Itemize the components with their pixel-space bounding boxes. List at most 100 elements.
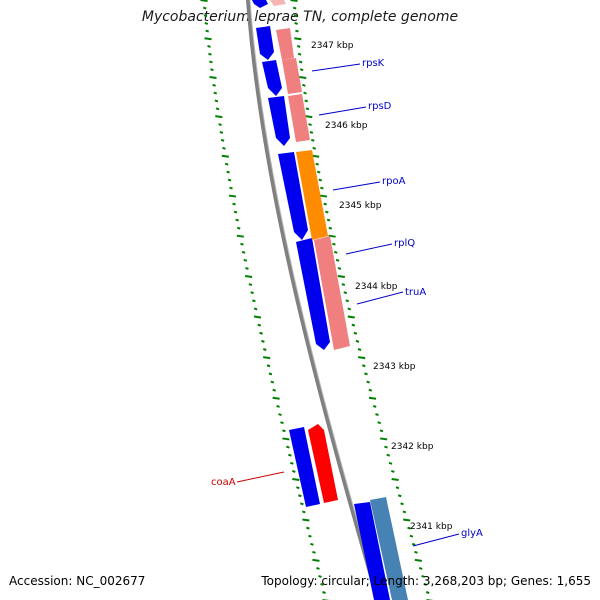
minor-tick [364,372,368,376]
minor-tick [229,186,233,190]
minor-tick [302,510,306,514]
gene-arrow [270,0,286,6]
minor-tick [224,162,229,166]
minor-tick [292,6,297,10]
minor-tick [391,469,395,473]
major-tick [312,154,320,158]
label-leaders [236,63,460,547]
kbp-label: 2346 kbp [325,121,368,131]
major-tick [305,115,313,119]
minor-tick [208,52,212,56]
major-tick [253,315,262,319]
minor-tick [315,162,319,166]
minor-tick [305,107,310,111]
major-tick [272,396,280,400]
backbone-highlight [249,0,381,600]
leader-line [311,63,361,72]
minor-tick [318,575,322,578]
major-tick [262,356,271,360]
minor-tick [332,242,336,246]
minor-tick [308,534,312,538]
major-tick [204,37,212,41]
minor-tick [337,266,342,270]
major-tick [294,37,302,41]
minor-tick [215,107,220,111]
genome-summary-label: Topology: circular; Length: 3,268,203 bp… [261,574,591,588]
minor-tick [316,566,320,570]
leader-line [318,106,367,116]
leader-line [412,533,460,547]
minor-tick [209,60,213,64]
leader-line [345,243,393,255]
minor-tick [353,331,358,335]
minor-tick [379,429,384,433]
minor-tick [409,534,414,538]
major-tick [215,115,223,119]
minor-tick [384,445,388,449]
minor-tick [297,52,302,56]
minor-tick [333,250,338,254]
minor-tick [294,21,298,25]
minor-tick [248,283,253,287]
minor-tick [308,123,312,126]
gene-arrow [308,424,338,503]
kbp-label: 2343 kbp [373,362,416,372]
minor-tick [220,138,225,142]
major-tick [347,315,355,319]
cds-track [252,0,390,600]
minor-tick [288,453,292,457]
major-tick [403,518,411,522]
major-tick [282,437,290,441]
major-tick [328,234,336,238]
minor-tick [232,202,236,206]
major-tick [312,558,320,562]
outer-scale-ticks [290,0,434,600]
minor-tick [316,170,321,174]
minor-tick [372,404,377,408]
minor-tick [298,494,302,498]
minor-tick [397,494,402,498]
minor-tick [250,291,254,295]
minor-tick [214,99,219,103]
minor-tick [203,14,208,18]
minor-tick [205,29,209,33]
minor-tick [212,83,216,87]
minor-tick [299,68,304,72]
minor-tick [421,575,425,578]
minor-tick [351,323,356,327]
minor-tick [257,323,262,327]
minor-tick [241,250,246,254]
minor-tick [341,283,346,287]
major-tick [358,356,366,360]
cds-arrow [262,60,282,96]
major-tick [380,437,388,441]
gene-arrow [282,58,302,94]
major-tick [200,0,208,2]
gene-labels: rpsK rpsD rpoA rplQ truA coaA glyA [211,58,483,539]
minor-tick [309,130,314,134]
minor-tick [355,339,360,343]
minor-tick [202,6,207,10]
minor-tick [318,178,323,182]
minor-tick [252,299,256,303]
kbp-label: 2345 kbp [339,201,382,211]
major-tick [245,275,253,279]
gene-arrow [288,94,310,142]
minor-tick [304,99,309,103]
minor-tick [312,550,316,554]
minor-tick [411,542,416,546]
minor-tick [222,146,226,150]
minor-tick [303,91,307,95]
minor-tick [236,226,241,230]
minor-tick [343,291,348,295]
gene-label-rplQ: rplQ [394,238,415,249]
minor-tick [282,429,286,433]
kbp-labels: 2347 kbp 2346 kbp 2345 kbp 2344 kbp 2343… [311,41,453,532]
gene-arrow [314,236,350,350]
major-tick [337,275,346,279]
minor-tick [300,502,304,506]
minor-tick [292,469,296,473]
minor-tick [295,29,299,33]
